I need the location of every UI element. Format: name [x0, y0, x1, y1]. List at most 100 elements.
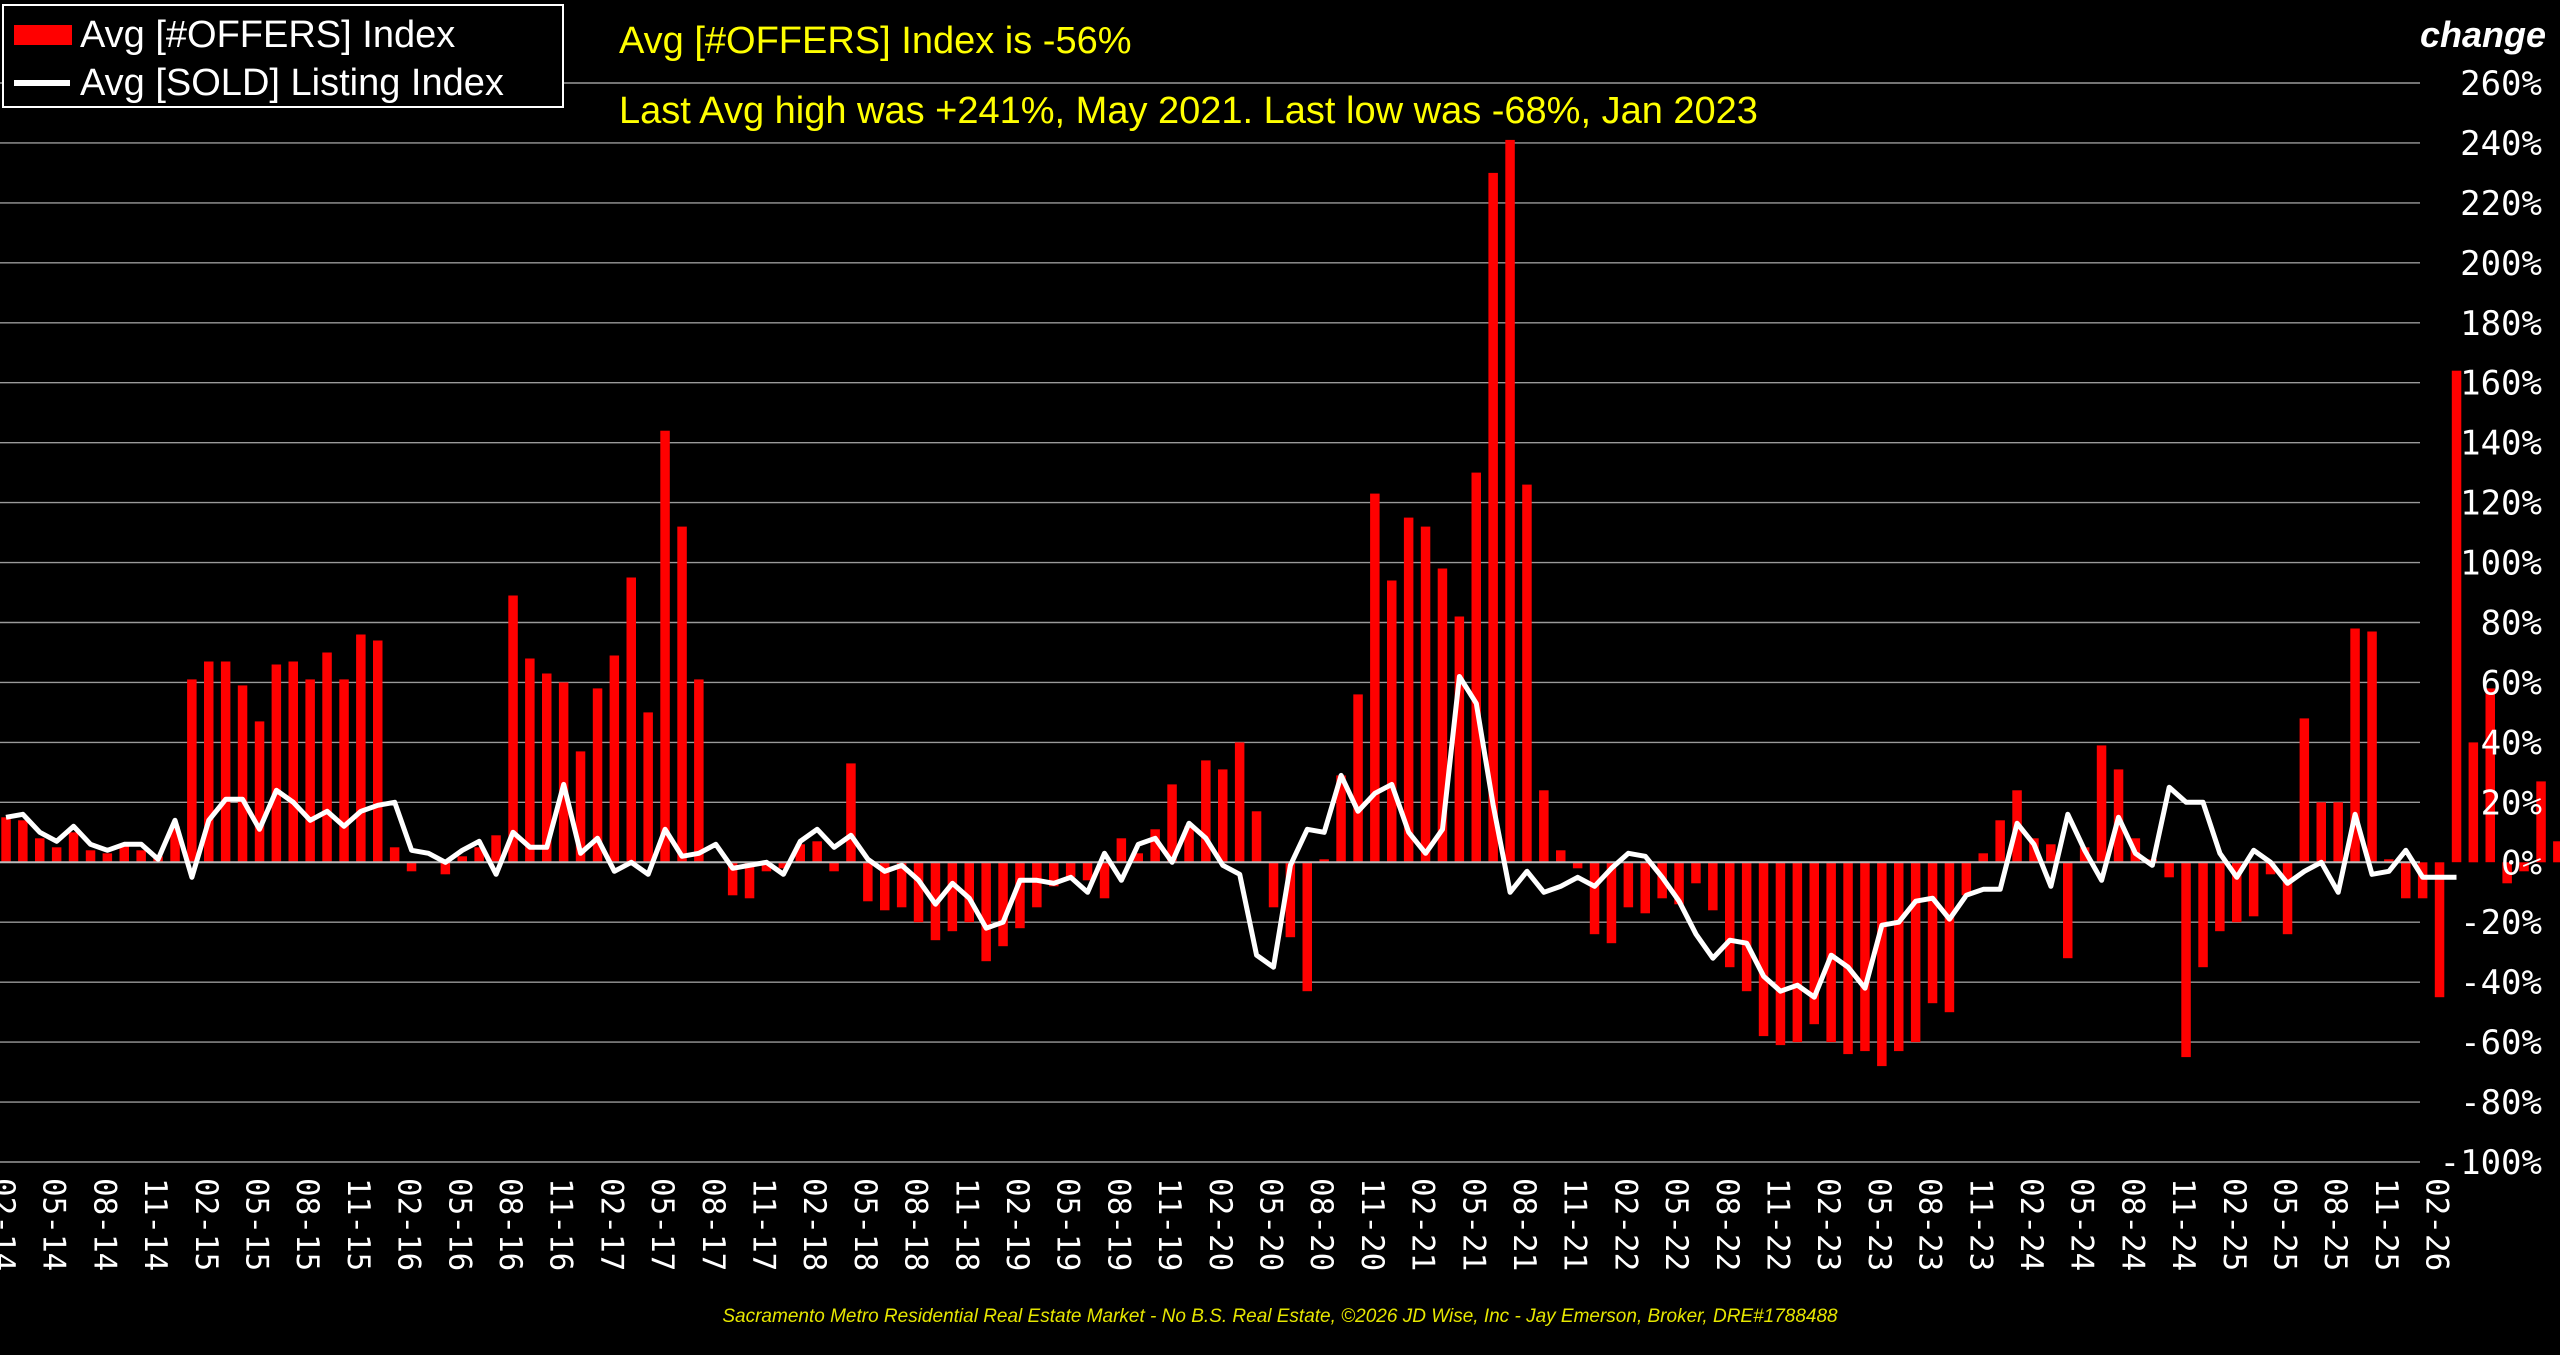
offers-bar — [356, 634, 366, 863]
x-tick-label: 11-18 — [948, 1178, 984, 1271]
x-tick-label: 08-17 — [695, 1178, 731, 1271]
offers-bar — [1606, 862, 1617, 944]
x-tick-label: 08-24 — [2114, 1178, 2150, 1271]
offers-bar — [761, 862, 772, 872]
offers-bar — [1725, 862, 1735, 968]
y-tick-label: 220% — [2460, 184, 2542, 224]
offers-bar — [2232, 862, 2242, 923]
offers-bar — [744, 862, 755, 899]
offers-bar — [1961, 862, 1972, 896]
offers-bar — [1640, 862, 1650, 914]
offers-bar — [1826, 862, 1836, 1043]
offers-bar — [609, 655, 620, 863]
offers-bar — [1420, 526, 1431, 863]
offers-bar — [220, 661, 231, 863]
offers-bar — [1471, 472, 1481, 863]
offers-bar — [237, 685, 248, 863]
x-tick-label: 08-19 — [1100, 1178, 1136, 1271]
offers-bar — [2468, 742, 2479, 863]
offers-bar — [1234, 742, 1245, 863]
offers-bar — [1032, 862, 1042, 908]
offers-bar — [1556, 850, 1566, 863]
x-tick-label: 08-14 — [86, 1178, 122, 1271]
offers-bar — [68, 832, 79, 863]
offers-bar — [406, 862, 417, 872]
x-tick-label: 08-16 — [492, 1178, 528, 1271]
offers-bar — [575, 751, 586, 863]
y-tick-label: 240% — [2460, 124, 2542, 164]
x-tick-label: 11-15 — [340, 1178, 376, 1271]
offers-bar — [1674, 862, 1684, 905]
offers-bar — [829, 862, 839, 872]
offers-bar — [1065, 862, 1076, 878]
offers-bar — [1894, 862, 1904, 1052]
offers-bar — [2502, 862, 2512, 884]
x-tick-label: 02-16 — [391, 1178, 427, 1271]
offers-bar — [491, 835, 501, 863]
offers-bar — [1, 817, 11, 863]
offers-bar — [660, 430, 670, 863]
offers-bar — [1387, 580, 1397, 863]
offers-bar — [2282, 862, 2293, 935]
offers-bar — [1133, 853, 1143, 863]
offers-bar — [1370, 493, 1380, 863]
offers-bar — [947, 862, 958, 932]
offers-bar — [795, 844, 805, 863]
x-tick-label: 02-21 — [1405, 1178, 1441, 1271]
offers-bar — [846, 763, 856, 863]
offers-bar — [1082, 862, 1093, 881]
legend-item-offers: Avg [#OFFERS] Index — [14, 12, 455, 58]
offers-bar — [1403, 517, 1414, 863]
offers-bar — [2164, 862, 2174, 878]
x-tick-label: 05-18 — [847, 1178, 883, 1271]
offers-bar — [1488, 172, 1498, 863]
y-tick-label: 140% — [2460, 424, 2542, 464]
x-tick-label: 02-23 — [1810, 1178, 1846, 1271]
offers-bar — [322, 652, 332, 863]
offers-bar — [1319, 859, 1329, 863]
offers-bar — [204, 661, 214, 863]
legend: Avg [#OFFERS] Index Avg [SOLD] Listing I… — [2, 4, 564, 108]
x-tick-label: 05-23 — [1861, 1178, 1897, 1271]
offers-bar — [305, 679, 315, 863]
offers-bar — [1809, 862, 1819, 1025]
offers-bar — [1758, 862, 1769, 1037]
offers-bar — [694, 679, 704, 863]
offers-bar — [1623, 862, 1634, 908]
offers-bar — [1150, 829, 1160, 863]
offers-bar — [998, 862, 1008, 947]
x-tick-label: 05-20 — [1253, 1178, 1289, 1271]
offers-bar — [1116, 838, 1127, 863]
offers-bar — [2553, 841, 2560, 863]
x-tick-label: 08-22 — [1709, 1178, 1745, 1271]
x-tick-label: 05-15 — [239, 1178, 275, 1271]
offers-bar — [508, 595, 518, 863]
legend-label-offers: Avg [#OFFERS] Index — [80, 13, 456, 56]
offers-bar — [812, 841, 822, 863]
offers-bar — [102, 853, 113, 863]
offers-bar — [1927, 862, 1938, 1004]
offers-bar — [1251, 811, 1262, 863]
offers-bar — [254, 721, 265, 863]
x-tick-label: 02-20 — [1202, 1178, 1238, 1271]
y-tick-label: -60% — [2460, 1023, 2542, 1063]
offers-bar — [2485, 688, 2495, 863]
x-tick-label: 02-14 — [0, 1178, 21, 1271]
y-tick-label: 180% — [2460, 304, 2542, 344]
x-tick-label: 11-25 — [2368, 1178, 2404, 1271]
offers-bar — [1285, 862, 1296, 938]
high-low-note: Last Avg high was +241%, May 2021. Last … — [619, 90, 1758, 132]
offers-bar — [35, 838, 45, 863]
offers-bar — [1522, 484, 1532, 863]
offers-bar — [1336, 775, 1346, 863]
offers-bar — [1995, 820, 2005, 863]
y-tick-label: -40% — [2460, 963, 2542, 1003]
offers-bar — [85, 850, 96, 863]
offers-bar — [373, 640, 383, 863]
x-tick-label: 11-23 — [1962, 1178, 1998, 1271]
offers-bar — [778, 862, 789, 869]
offers-bar — [2384, 859, 2394, 863]
offers-bar — [1860, 862, 1870, 1052]
y-tick-label: 60% — [2481, 663, 2542, 703]
x-tick-label: 05-19 — [1050, 1178, 1086, 1271]
